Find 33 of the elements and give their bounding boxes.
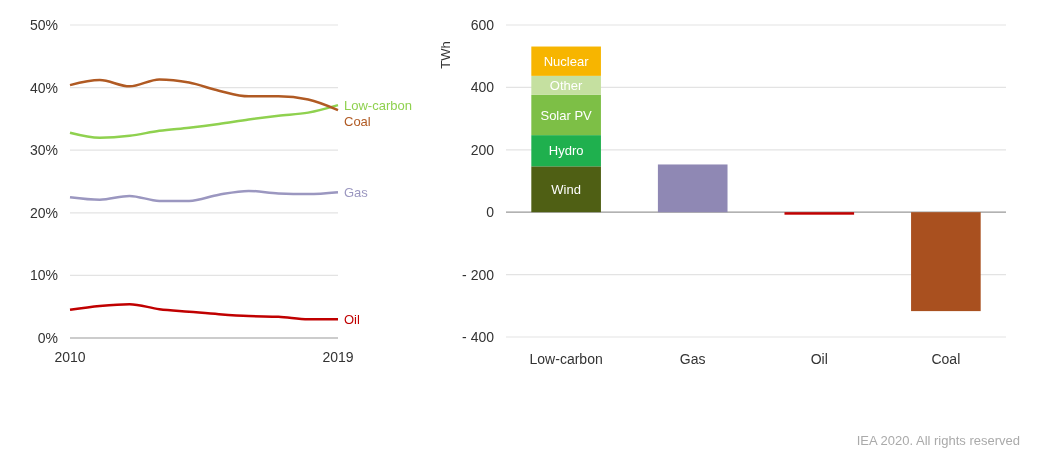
series-label: Hydro (548, 143, 584, 159)
y-tick-label: 0% (37, 329, 58, 346)
series-label: Nuclear (543, 53, 590, 69)
line-series (68, 78, 340, 112)
y-tick-label: 40% (29, 79, 58, 96)
y-tick-label: 10% (29, 267, 58, 284)
line-series (68, 302, 340, 321)
x-tick-label: Gas (679, 351, 706, 367)
series-label: Low-carbon (344, 97, 412, 113)
y-tick-label: 30% (29, 142, 58, 159)
x-tick-label: Coal (931, 351, 961, 367)
y-tick-label: 50% (29, 16, 58, 33)
y-tick-label: - 200 (462, 266, 495, 283)
x-tick-label: 2010 (54, 349, 86, 365)
line-series (68, 103, 340, 139)
x-tick-label: Low-carbon (529, 351, 603, 367)
line-series (68, 189, 340, 203)
series-label: Wind (551, 181, 581, 197)
y-tick-label: - 400 (462, 328, 495, 345)
series-label: Solar PV (540, 107, 593, 123)
series-label: Gas (344, 184, 369, 200)
x-tick-label: 2019 (322, 349, 354, 365)
series-label: Coal (344, 113, 371, 129)
y-axis-title: TWh (438, 41, 453, 69)
text: IEA 2020. All rights reserved (856, 433, 1020, 448)
series-label: Oil (344, 311, 360, 327)
y-tick-label: 200 (470, 141, 495, 158)
series-label: Other (549, 77, 584, 93)
x-tick-label: Oil (810, 351, 828, 367)
y-tick-label: 0 (486, 204, 495, 221)
y-tick-label: 20% (29, 204, 58, 221)
y-tick-label: 400 (470, 79, 495, 96)
y-tick-label: 600 (470, 16, 495, 33)
